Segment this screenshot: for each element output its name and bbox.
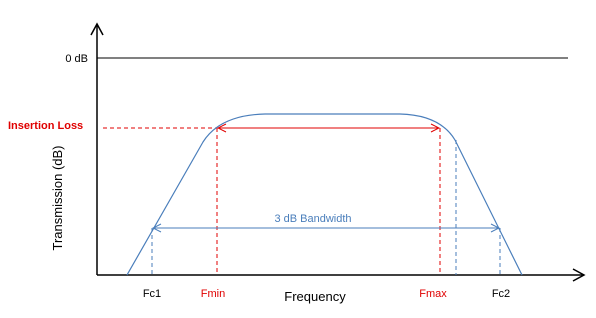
response-curve — [126, 113, 523, 276]
marker-label: Fc1 — [143, 288, 161, 300]
x-axis-label: Frequency — [284, 289, 346, 304]
marker-label: Fc2 — [492, 288, 510, 300]
y-axis-label: Transmission (dB) — [50, 146, 65, 251]
insertion-loss-label: Insertion Loss — [8, 120, 83, 132]
marker-label: Fmin — [201, 288, 225, 300]
zero-db-label: 0 dB — [65, 53, 88, 65]
bandwidth-label: 3 dB Bandwidth — [274, 213, 351, 225]
marker-label: Fmax — [419, 288, 447, 300]
